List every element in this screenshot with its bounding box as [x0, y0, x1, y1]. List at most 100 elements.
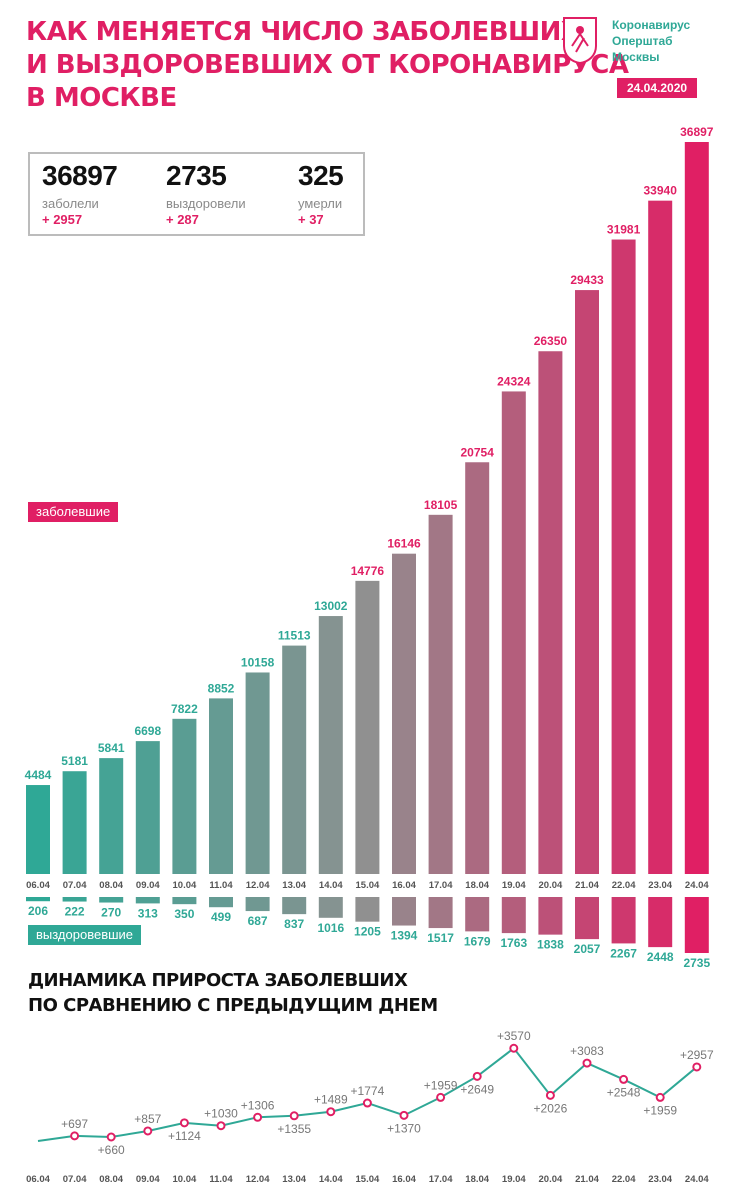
bar-infected-6 [245, 672, 270, 874]
bar-infected-label-16: 31981 [607, 223, 641, 237]
bar-recovered-5 [209, 897, 233, 908]
bar-infected-14 [538, 351, 563, 874]
growth-point-15 [582, 1058, 592, 1068]
growth-point-10 [399, 1110, 409, 1120]
bar-infected-18 [684, 142, 709, 874]
line-date-label-18: 24.04 [685, 1174, 709, 1185]
bar-infected-12 [465, 462, 490, 874]
line-date-label-13: 19.04 [502, 1174, 526, 1185]
bar-infected-label-7: 11513 [278, 629, 311, 643]
growth-point-17 [655, 1092, 665, 1102]
bar-infected-2 [99, 758, 124, 874]
legend-recovered: выздоровевшие [28, 925, 142, 945]
bar-recovered-label-3: 313 [138, 906, 158, 920]
bar-recovered-6 [245, 897, 270, 912]
growth-point-9 [362, 1098, 372, 1108]
growth-label-12: +2649 [460, 1082, 494, 1096]
stat-infected-label: заболели [42, 196, 99, 211]
title-line-1: КАК МЕНЯЕТСЯ ЧИСЛО ЗАБОЛЕВШИХ [26, 17, 581, 47]
bar-recovered-label-8: 1016 [317, 921, 344, 935]
growth-point-2 [106, 1132, 116, 1142]
date-label-14: 20.04 [539, 880, 563, 891]
line-date-label-17: 23.04 [648, 1174, 672, 1185]
stats-summary: 36897 заболели + 2957 2735 выздоровели +… [28, 152, 365, 236]
growth-label-15: +3083 [570, 1044, 604, 1058]
bar-infected-label-1: 5181 [61, 754, 88, 768]
growth-label-17: +1959 [643, 1103, 677, 1117]
bar-infected-label-14: 26350 [534, 334, 568, 348]
bar-recovered-7 [282, 897, 307, 915]
bar-recovered-2 [99, 897, 124, 903]
bar-recovered-label-6: 687 [248, 914, 268, 928]
bar-recovered-11 [428, 897, 453, 929]
growth-point-6 [253, 1112, 263, 1122]
bar-recovered-15 [575, 897, 599, 940]
line-date-label-2: 08.04 [99, 1174, 123, 1185]
bar-infected-16 [611, 239, 636, 875]
bar-infected-4 [172, 718, 197, 874]
line-date-label-16: 22.04 [612, 1174, 636, 1185]
bar-recovered-label-10: 1394 [391, 929, 418, 943]
logo-line-1: Коронавирус [612, 18, 691, 32]
stat-deaths-value: 325 [298, 160, 344, 191]
bar-infected-label-8: 13002 [314, 599, 348, 613]
bar-recovered-14 [538, 897, 563, 935]
line-date-label-10: 16.04 [392, 1174, 416, 1185]
bar-recovered-3 [135, 897, 160, 904]
growth-label-4: +1124 [168, 1129, 201, 1143]
bar-recovered-12 [465, 897, 490, 932]
subtitle-line-1: ДИНАМИКА ПРИРОСТА ЗАБОЛЕВШИХ [28, 970, 408, 991]
stat-recovered-value: 2735 [166, 160, 227, 191]
bar-infected-label-9: 14776 [351, 564, 385, 578]
growth-point-4 [179, 1118, 189, 1128]
bar-recovered-13 [501, 897, 526, 934]
growth-point-16 [619, 1074, 629, 1084]
subtitle-line-2: ПО СРАВНЕНИЮ С ПРЕДЫДУЩИМ ДНЕМ [28, 995, 438, 1016]
moscow-coat-of-arms-icon [563, 17, 597, 64]
logo-line-2: Оперштаб [612, 34, 673, 48]
bar-recovered-label-5: 499 [211, 910, 231, 924]
growth-label-11: +1959 [424, 1078, 458, 1092]
bar-recovered-label-11: 1517 [427, 931, 454, 945]
growth-point-1 [70, 1131, 80, 1141]
bar-infected-17 [648, 200, 673, 875]
bar-infected-label-13: 24324 [497, 374, 531, 388]
stat-infected-value: 36897 [42, 160, 118, 191]
bar-recovered-9 [355, 897, 380, 922]
growth-label-1: +697 [61, 1117, 88, 1131]
bar-infected-label-6: 10158 [241, 655, 275, 669]
line-date-label-12: 18.04 [465, 1174, 489, 1185]
growth-point-13 [509, 1043, 519, 1053]
bar-recovered-label-2: 270 [101, 906, 121, 920]
growth-label-14: +2026 [534, 1101, 568, 1115]
bar-infected-label-4: 7822 [171, 702, 198, 716]
line-date-label-0: 06.04 [26, 1174, 50, 1185]
growth-label-16: +2548 [607, 1085, 641, 1099]
growth-point-12 [472, 1071, 482, 1081]
stat-deaths-label: умерли [298, 196, 343, 211]
bar-recovered-label-17: 2448 [647, 950, 674, 964]
bar-infected-label-0: 4484 [25, 768, 52, 782]
stat-recovered-delta: + 287 [166, 212, 199, 227]
bar-infected-11 [428, 514, 453, 874]
stat-deaths: 325 умерли + 37 [298, 160, 344, 228]
date-label-6: 12.04 [246, 880, 270, 891]
growth-label-8: +1489 [314, 1093, 348, 1107]
date-label-4: 10.04 [173, 880, 197, 891]
growth-label-3: +857 [134, 1112, 161, 1126]
bar-infected-9 [355, 580, 380, 874]
bar-infected-label-15: 29433 [570, 273, 604, 287]
bar-infected-label-3: 6698 [134, 724, 161, 738]
line-date-label-4: 10.04 [173, 1174, 197, 1185]
bar-recovered-label-15: 2057 [574, 942, 601, 956]
growth-label-2: +660 [98, 1143, 125, 1157]
date-badge: 24.04.2020 [617, 78, 698, 98]
date-label-1: 07.04 [63, 880, 87, 891]
bar-recovered-label-14: 1838 [537, 938, 564, 952]
growth-point-7 [289, 1111, 299, 1121]
bar-infected-8 [318, 616, 343, 874]
date-label-2: 08.04 [99, 880, 123, 891]
bar-infected-label-2: 5841 [98, 741, 125, 755]
date-label-18: 24.04 [685, 880, 709, 891]
bar-recovered-10 [392, 897, 416, 926]
